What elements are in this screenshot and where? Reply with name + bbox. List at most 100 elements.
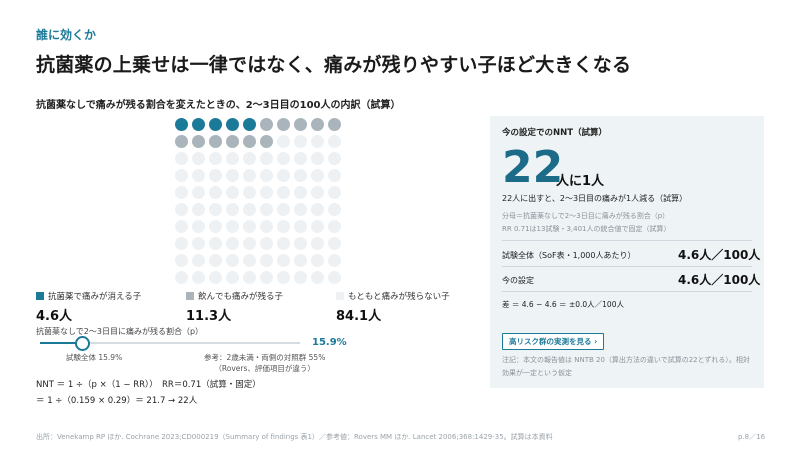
legend-value-remain: 11.3人	[186, 309, 232, 324]
slider-fill	[40, 342, 82, 344]
dot-remain	[294, 118, 307, 131]
dot-none	[175, 271, 188, 284]
row-overall-label: 試験全体（SoF表・1,000人あたり）	[502, 251, 636, 260]
dot-none	[243, 169, 256, 182]
dot-none	[226, 220, 239, 233]
dot-remain	[328, 118, 341, 131]
dot-cleared	[243, 118, 256, 131]
formula-line2: ＝ 1 ÷（0.159 × 0.29）＝ 21.7 → 22人	[36, 396, 198, 406]
nnt-description: 22人に出すと、2〜3日目の痛みが1人減る（試算）	[502, 194, 688, 203]
dot-none	[209, 203, 222, 216]
dot-none	[209, 169, 222, 182]
dot-none	[294, 254, 307, 267]
dot-none	[260, 169, 273, 182]
panel-note-line1: 分母＝抗菌薬なしで2〜3日目に痛みが残る割合（p）	[502, 212, 670, 220]
dot-remain	[243, 135, 256, 148]
dot-none	[294, 237, 307, 250]
dot-none	[260, 220, 273, 233]
dot-none	[226, 169, 239, 182]
dot-none	[294, 135, 307, 148]
panel-title: 今の設定でのNNT（試算）	[502, 128, 608, 138]
waffle-chart	[175, 118, 345, 288]
page-number: p.8／16	[738, 433, 766, 441]
dot-none	[226, 186, 239, 199]
dot-none	[192, 152, 205, 165]
legend-swatch-remain	[186, 292, 194, 300]
legend-label-none: もともと痛みが残らない子	[348, 292, 450, 302]
legend-label-cleared: 抗菌薬で痛みが消える子	[48, 292, 142, 302]
dot-none	[328, 254, 341, 267]
dot-none	[311, 169, 324, 182]
dot-remain	[260, 118, 273, 131]
dot-cleared	[175, 118, 188, 131]
dot-none	[192, 220, 205, 233]
dot-none	[192, 237, 205, 250]
dot-none	[328, 271, 341, 284]
dot-none	[294, 152, 307, 165]
dot-none	[243, 203, 256, 216]
dot-none	[192, 186, 205, 199]
dot-none	[192, 169, 205, 182]
dot-none	[328, 169, 341, 182]
dot-none	[192, 271, 205, 284]
dot-none	[277, 237, 290, 250]
dot-none	[175, 186, 188, 199]
dot-none	[175, 254, 188, 267]
dot-none	[175, 152, 188, 165]
dot-none	[294, 186, 307, 199]
dot-none	[277, 186, 290, 199]
dot-none	[260, 203, 273, 216]
dot-none	[260, 186, 273, 199]
dot-none	[175, 237, 188, 250]
legend-value-none: 84.1人	[336, 309, 382, 324]
dot-none	[294, 203, 307, 216]
difference-text: 差 ＝ 4.6 − 4.6 ＝ ±0.0人／100人	[502, 300, 624, 309]
row-current-value: 4.6人／100人	[678, 273, 761, 287]
dot-none	[311, 203, 324, 216]
dot-none	[311, 271, 324, 284]
high-risk-button[interactable]: 高リスク群の実測を見る ›	[502, 333, 605, 350]
slider-tick-reference: 参考：2歳未満・両側の対照群 55% （Rovers、評価項目が違う）	[204, 352, 325, 374]
legend-label-remain: 飲んでも痛みが残る子	[198, 292, 284, 302]
dot-none	[311, 220, 324, 233]
dot-none	[311, 186, 324, 199]
dot-none	[226, 237, 239, 250]
dot-none	[277, 152, 290, 165]
dot-none	[226, 152, 239, 165]
dot-none	[260, 271, 273, 284]
dot-remain	[192, 135, 205, 148]
dot-remain	[260, 135, 273, 148]
dot-cleared	[209, 118, 222, 131]
dot-cleared	[192, 118, 205, 131]
dot-none	[277, 135, 290, 148]
formula-line1: NNT ＝ 1 ÷（p ×（1 − RR）） RR＝0.71（試算・固定）	[36, 380, 261, 390]
dot-none	[243, 271, 256, 284]
dot-none	[294, 169, 307, 182]
page-title: 抗菌薬の上乗せは一律ではなく、痛みが残りやすい子ほど大きくなる	[36, 54, 632, 76]
dot-none	[175, 169, 188, 182]
dot-none	[328, 186, 341, 199]
slider-track[interactable]	[40, 342, 300, 344]
dot-none	[260, 237, 273, 250]
row-overall-value: 4.6人／100人	[678, 248, 761, 262]
dot-none	[175, 203, 188, 216]
dot-none	[209, 152, 222, 165]
dot-none	[226, 271, 239, 284]
dot-none	[243, 237, 256, 250]
dot-none	[226, 203, 239, 216]
dot-none	[277, 271, 290, 284]
panel-divider	[502, 266, 752, 267]
dot-none	[294, 220, 307, 233]
chart-heading: 抗菌薬なしで痛みが残る割合を変えたときの、2〜3日目の100人の内訳（試算）	[36, 100, 401, 111]
dot-none	[277, 203, 290, 216]
dot-none	[260, 254, 273, 267]
panel-divider	[502, 240, 752, 241]
slider-tick-reference-line2: （Rovers、評価項目が違う）	[214, 364, 315, 373]
dot-none	[311, 135, 324, 148]
slider-thumb[interactable]	[75, 336, 91, 351]
dot-none	[209, 271, 222, 284]
panel-footnote-line1: 注記：本文の報告値は NNTB 20（算出方法の違いで試算の22とずれる）。相対	[502, 356, 750, 364]
dot-none	[277, 220, 290, 233]
dot-none	[328, 152, 341, 165]
dot-none	[328, 203, 341, 216]
